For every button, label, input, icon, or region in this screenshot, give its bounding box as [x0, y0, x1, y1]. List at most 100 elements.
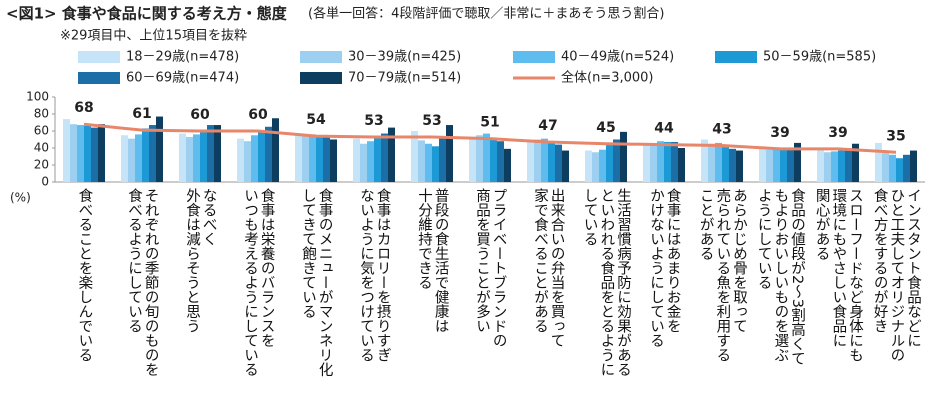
x-tick-label-box: 食事はカロリーを摂りすぎ ないように気をつけている [345, 188, 403, 414]
legend-label: 全体(n=3,000) [561, 70, 654, 86]
note: ※29項目中、上位15項目を抜粋 [60, 28, 247, 44]
bar [794, 142, 801, 182]
data-label: 35 [886, 128, 905, 144]
bar [135, 134, 142, 182]
bar [875, 142, 882, 182]
bar [381, 133, 388, 182]
data-label: 60 [190, 107, 210, 123]
bar [643, 145, 650, 182]
bar [585, 150, 592, 182]
legend-item: 70－79歳(n=514) [300, 71, 461, 86]
x-tick-label-box: 普段の食生活で健康は 十分維持できる [403, 188, 461, 414]
bar [838, 150, 845, 182]
x-tick-label: 食事にはあまりお金を かけないようにしている [648, 188, 681, 348]
bar [650, 145, 657, 182]
chart-subtitle: (各単一回答：4段階評価で聴取／非常に＋まあそう思う割合) [308, 6, 664, 22]
y-unit: (%) [10, 191, 31, 205]
legend-label: 60－69歳(n=474) [126, 71, 239, 86]
bar [179, 133, 186, 182]
x-tick-label: それぞれの季節の旬のものを 食べるようにしている [126, 188, 159, 377]
bar [330, 139, 337, 182]
bar [817, 149, 824, 182]
data-label: 53 [364, 113, 383, 129]
legend-swatch [715, 51, 757, 63]
data-label: 61 [132, 106, 151, 122]
bar [77, 125, 84, 182]
bar [295, 134, 302, 182]
x-tick-label-box: 食べることを楽しんでいる [55, 188, 113, 414]
y-tick-label: 20 [34, 158, 49, 172]
legend-swatch [78, 72, 120, 84]
legend-swatch [300, 72, 342, 84]
legend-item: 60－69歳(n=474) [78, 71, 239, 86]
bar [766, 149, 773, 182]
data-label: 60 [248, 107, 268, 123]
bar [483, 133, 490, 182]
data-label: 51 [480, 115, 499, 131]
legend-label: 50－59歳(n=585) [763, 50, 876, 65]
bar [432, 146, 439, 182]
data-label: 47 [538, 118, 557, 134]
bar [671, 142, 678, 182]
bar [736, 150, 743, 182]
x-tick-label: 食事は栄養のバランスを いつも考えるようにしている [242, 188, 275, 377]
x-tick-label-box: 食事は栄養のバランスを いつも考えるようにしている [229, 188, 287, 414]
bar [504, 148, 511, 182]
bar [852, 143, 859, 182]
bar [613, 139, 620, 182]
bar [360, 143, 367, 182]
bar [374, 136, 381, 182]
bar [845, 150, 852, 182]
x-tick-label-box: 食事のメニューがマンネリ化 してきて飽きている [287, 188, 345, 414]
bar [207, 125, 214, 182]
bar [418, 140, 425, 182]
x-tick-label-box: スローフードなど身体にも 環境にもやさしい食品に 関心がある [809, 188, 867, 414]
bar [200, 131, 207, 182]
bar [411, 131, 418, 182]
x-tick-label: 食事はカロリーを摂りすぎ ないように気をつけている [358, 188, 391, 362]
bar [323, 136, 330, 182]
legend-item: 30－39歳(n=425) [300, 50, 461, 65]
bar [657, 141, 664, 182]
y-tick-label: 80 [34, 107, 49, 121]
bar [599, 149, 606, 182]
bar [98, 124, 105, 182]
bar [251, 135, 258, 182]
bar [701, 139, 708, 182]
bar [555, 144, 562, 182]
x-tick-label: 食べることを楽しんでいる [76, 188, 93, 362]
x-tick-label-box: プライベートブランドの 商品を買うことが多い [461, 188, 519, 414]
bar [722, 147, 729, 182]
x-tick-label: あらかじめ骨を取って 売られている魚を利用する ことがある [697, 188, 747, 362]
bar [244, 141, 251, 182]
bar [910, 150, 917, 182]
x-tick-label-box: 生活習慣病予防に効果がある といわれる食品をとるように している [577, 188, 635, 414]
y-tick-label: 40 [34, 141, 49, 155]
x-tick-label-box: なるべく 外食は減らそうと思う [171, 188, 229, 414]
bar [889, 154, 896, 182]
bar [824, 152, 831, 182]
legend-swatch [78, 51, 120, 63]
bar [490, 139, 497, 182]
y-tick-label: 100 [26, 90, 49, 104]
bar [882, 153, 889, 182]
bar [606, 144, 613, 182]
bar [309, 134, 316, 182]
x-tick-label: 生活習慣病予防に効果がある といわれる食品をとるように している [581, 188, 631, 377]
x-tick-label-box: 食品の値段が2～3割高くて もよりおいしいものを選ぶ ようにしている [751, 188, 809, 414]
bar [316, 135, 323, 182]
bar [541, 138, 548, 182]
chart-title: <図1> 食事や食品に関する考え方・態度 [6, 5, 288, 23]
bar [708, 143, 715, 182]
bar [128, 138, 135, 182]
bar [193, 134, 200, 182]
bar [237, 138, 244, 182]
bar [903, 154, 910, 182]
line-series [83, 122, 897, 154]
bar [367, 141, 374, 182]
bar [476, 135, 483, 182]
bar [186, 136, 193, 182]
bar [729, 148, 736, 182]
